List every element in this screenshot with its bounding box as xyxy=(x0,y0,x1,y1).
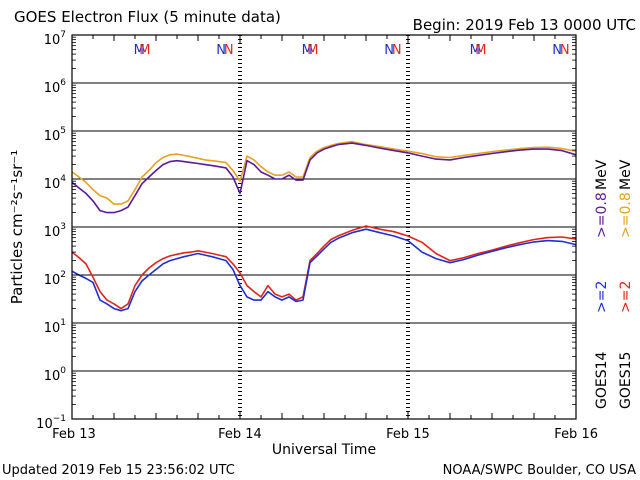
legend-group-goes14: GOES14 xyxy=(594,351,610,409)
series-layer xyxy=(71,140,577,312)
legend-group-goes15: GOES15 xyxy=(618,352,634,409)
y-tick-label: 102 xyxy=(44,270,66,288)
x-axis-ticks: Feb 13 Feb 14 Feb 15 Feb 16 xyxy=(52,35,598,442)
legend-unit: MeV xyxy=(618,159,634,190)
begin-label: Begin: 2019 Feb 13 0000 UTC xyxy=(413,16,636,34)
marker-label: M xyxy=(139,43,150,58)
series-line-3 xyxy=(71,228,577,312)
marker-label: M xyxy=(134,43,145,58)
marker-label: M xyxy=(475,43,486,58)
y-tick-label: 103 xyxy=(44,222,66,240)
marker-label: N xyxy=(552,43,562,58)
series-line-1 xyxy=(71,142,577,214)
x-tick-label: Feb 15 xyxy=(386,427,430,442)
x-tick-label: Feb 13 xyxy=(52,427,96,442)
marker-label: N xyxy=(560,43,570,58)
legend-unit: MeV xyxy=(594,159,610,190)
series-line-0 xyxy=(71,140,577,205)
marker-label: M xyxy=(302,43,313,58)
legend-item: >=2 xyxy=(618,281,634,313)
satellite-markers: MM NN MM NN MM NN xyxy=(134,43,570,58)
marker-label: N xyxy=(384,43,394,58)
grid-layer xyxy=(72,35,576,419)
x-tick-label: Feb 14 xyxy=(218,427,262,442)
legend-item: >=0.8 xyxy=(618,192,634,238)
legend-item: >=0.8 xyxy=(594,192,610,238)
updated-label: Updated 2019 Feb 15 23:56:02 UTC xyxy=(2,463,235,478)
marker-label: N xyxy=(392,43,402,58)
marker-label: N xyxy=(216,43,226,58)
y-tick-label: 104 xyxy=(44,174,67,192)
marker-label: M xyxy=(470,43,481,58)
marker-label: M xyxy=(307,43,318,58)
legend: GOES14 GOES15 >=2 >=0.8 >=2 >=0.8 MeV MeV xyxy=(594,159,634,409)
chart-title: GOES Electron Flux (5 minute data) xyxy=(14,8,281,26)
x-tick-label: Feb 16 xyxy=(554,427,598,442)
y-axis-label: Particles cm⁻²s⁻¹sr⁻¹ xyxy=(8,150,26,304)
y-tick-label: 105 xyxy=(44,126,66,144)
legend-item: >=2 xyxy=(594,281,610,313)
y-tick-label: 100 xyxy=(44,366,67,384)
y-tick-label: 106 xyxy=(44,78,67,96)
x-axis-label: Universal Time xyxy=(272,442,376,458)
source-label: NOAA/SWPC Boulder, CO USA xyxy=(443,463,636,478)
y-tick-label: 107 xyxy=(44,30,66,48)
y-tick-label: 101 xyxy=(44,318,66,336)
marker-label: N xyxy=(224,43,234,58)
series-line-2 xyxy=(71,225,577,310)
